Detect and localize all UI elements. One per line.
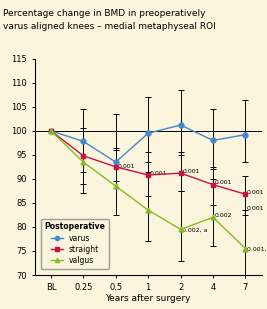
Text: 0.001: 0.001 [150, 171, 167, 176]
Text: 0.001: 0.001 [247, 206, 265, 211]
Legend: varus, straight, valgus: varus, straight, valgus [41, 218, 109, 269]
Text: 0.002, a: 0.002, a [182, 228, 208, 233]
Text: 0.001, b: 0.001, b [247, 247, 267, 252]
X-axis label: Years after surgery: Years after surgery [105, 294, 191, 303]
Text: Percentage change in BMD in preoperatively: Percentage change in BMD in preoperative… [3, 9, 205, 18]
Text: 0.002: 0.002 [215, 214, 232, 218]
Text: 0.001: 0.001 [247, 190, 265, 195]
Text: 0.001: 0.001 [117, 164, 135, 169]
Text: 0.001: 0.001 [215, 180, 232, 185]
Text: 0.001: 0.001 [182, 169, 200, 174]
Text: varus aligned knees – medial metaphyseal ROI: varus aligned knees – medial metaphyseal… [3, 22, 215, 31]
